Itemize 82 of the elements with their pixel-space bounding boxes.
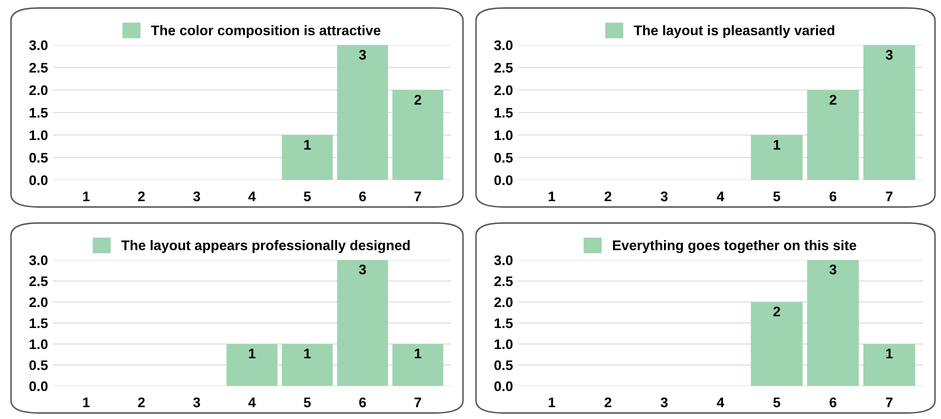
y-tick-label: 1.0 [494, 339, 513, 350]
bar [750, 135, 803, 180]
y-tick-label: 0.5 [29, 360, 48, 370]
x-tick-label: 4 [716, 398, 724, 408]
x-tick-label: 5 [304, 398, 311, 408]
y-tick-label: 1.5 [494, 318, 513, 328]
x-tick-label: 6 [359, 397, 366, 408]
y-tick-label: 1.0 [30, 339, 48, 350]
x-tick-label: 2 [604, 191, 612, 202]
x-tick-label: 2 [138, 397, 145, 408]
x-tick-label: 1 [548, 192, 556, 202]
y-tick-label: 0.5 [494, 360, 513, 370]
y-tick-label: 3.0 [29, 255, 48, 266]
legend-label: The layout appears professionally designed [121, 240, 410, 254]
bar [863, 344, 916, 386]
bar [392, 90, 444, 180]
y-tick-label: 0.0 [29, 175, 48, 186]
x-tick-label: 3 [660, 397, 668, 408]
y-tick-label: 3.0 [29, 40, 48, 50]
y-tick-label: 0.5 [494, 152, 513, 163]
y-tick-label: 2.5 [29, 276, 48, 286]
y-tick-label: 3.0 [494, 255, 513, 266]
x-tick-label: 7 [414, 192, 422, 202]
x-tick-label: 3 [660, 191, 668, 202]
bar [750, 302, 803, 386]
y-tick-label: 1.5 [494, 108, 513, 118]
data-label: 1 [774, 140, 780, 150]
x-tick-label: 5 [773, 192, 780, 202]
data-label: 2 [414, 94, 422, 105]
x-tick-label: 3 [193, 191, 200, 202]
x-tick-label: 2 [138, 191, 145, 202]
y-tick-label: 2.5 [494, 276, 513, 286]
x-tick-label: 7 [886, 192, 892, 202]
legend-label: The layout is pleasantly varied [634, 25, 834, 38]
legend-label: The color composition is attractive [151, 25, 380, 38]
bar [282, 135, 333, 180]
x-tick-label: 7 [414, 398, 422, 408]
bar [863, 45, 916, 180]
y-tick-label: 1.0 [30, 130, 48, 140]
y-tick-label: 0.0 [494, 381, 513, 392]
y-tick-label: 2.0 [29, 297, 48, 308]
data-label: 1 [304, 348, 311, 358]
x-tick-label: 2 [604, 397, 612, 408]
y-tick-label: 3.0 [494, 40, 513, 50]
x-tick-label: 3 [193, 397, 200, 408]
data-label: 2 [773, 306, 780, 316]
data-label: 1 [414, 348, 422, 358]
data-label: 3 [359, 50, 366, 60]
data-label: 3 [829, 264, 836, 274]
bar [807, 260, 859, 386]
x-tick-label: 1 [83, 192, 90, 202]
data-label: 3 [359, 264, 366, 274]
y-tick-label: 0.0 [494, 175, 513, 186]
data-label: 1 [304, 140, 311, 150]
legend-label: Everything goes together on this site [613, 240, 856, 254]
x-tick-label: 6 [830, 191, 836, 202]
data-label: 1 [249, 348, 256, 358]
y-tick-label: 1.5 [30, 318, 48, 328]
x-tick-label: 7 [886, 398, 892, 408]
bar [807, 90, 859, 180]
data-label: 3 [886, 50, 893, 60]
y-tick-label: 2.0 [29, 85, 48, 96]
y-tick-label: 2.0 [494, 297, 513, 308]
y-tick-label: 2.5 [494, 62, 513, 73]
x-tick-label: 5 [304, 192, 311, 202]
x-tick-label: 4 [248, 192, 256, 202]
y-tick-label: 1.5 [30, 108, 48, 118]
x-tick-label: 1 [83, 398, 90, 408]
y-tick-label: 0.0 [29, 381, 48, 392]
y-tick-label: 1.0 [494, 130, 513, 140]
data-label: 2 [830, 94, 836, 105]
x-tick-label: 6 [359, 191, 366, 202]
y-tick-label: 2.0 [494, 85, 513, 96]
x-tick-label: 4 [248, 398, 256, 408]
bar [337, 45, 388, 180]
y-tick-label: 0.5 [29, 152, 48, 163]
x-tick-label: 1 [548, 398, 556, 408]
y-tick-label: 2.5 [29, 62, 48, 73]
x-tick-label: 6 [830, 397, 836, 408]
x-tick-label: 5 [773, 398, 780, 408]
data-label: 1 [886, 348, 893, 358]
x-tick-label: 4 [716, 192, 724, 202]
